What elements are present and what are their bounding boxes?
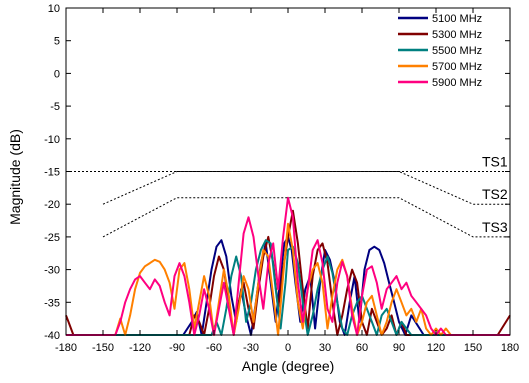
x-tick-label: -120 bbox=[129, 342, 151, 354]
template-line-ts2 bbox=[102, 171, 510, 205]
x-axis-label: Angle (degree) bbox=[242, 358, 335, 374]
y-tick-label: -35 bbox=[44, 297, 60, 309]
y-tick-label: -30 bbox=[44, 265, 60, 277]
series-line-5700-mhz bbox=[66, 222, 510, 336]
x-tick-label: 60 bbox=[356, 342, 368, 354]
y-tick-label: 5 bbox=[54, 36, 60, 48]
y-tick-label: -10 bbox=[44, 134, 60, 146]
x-tick-label: -150 bbox=[92, 342, 114, 354]
x-tick-label: 150 bbox=[464, 342, 482, 354]
legend-entry: 5700 MHz bbox=[432, 61, 482, 73]
x-tick-label: -90 bbox=[169, 342, 185, 354]
y-tick-label: -25 bbox=[44, 232, 60, 244]
x-tick-label: 180 bbox=[501, 342, 519, 354]
y-tick-label: -15 bbox=[44, 167, 60, 179]
x-tick-label: -180 bbox=[55, 342, 77, 354]
template-line-ts3 bbox=[102, 197, 510, 238]
y-tick-label: -40 bbox=[44, 330, 60, 342]
x-tick-label: -60 bbox=[206, 342, 222, 354]
series-line-5900-mhz bbox=[66, 196, 510, 336]
x-tick-label: 90 bbox=[393, 342, 405, 354]
legend-entry: 5900 MHz bbox=[432, 77, 482, 89]
y-tick-label: -5 bbox=[50, 101, 60, 113]
template-label-ts2: TS2 bbox=[482, 186, 508, 202]
legend-entry: 5100 MHz bbox=[432, 13, 482, 25]
legend-entry: 5300 MHz bbox=[432, 29, 482, 41]
series-line-5500-mhz bbox=[66, 239, 510, 336]
x-tick-label: 0 bbox=[285, 342, 291, 354]
y-tick-label: -20 bbox=[44, 199, 60, 211]
y-axis-label: Magnitude (dB) bbox=[7, 129, 23, 225]
template-label-ts1: TS1 bbox=[482, 154, 508, 170]
x-tick-label: 30 bbox=[319, 342, 331, 354]
y-tick-label: 0 bbox=[54, 68, 60, 80]
legend-entry: 5500 MHz bbox=[432, 45, 482, 57]
series-line-5300-mhz bbox=[65, 209, 511, 336]
y-tick-label: 10 bbox=[48, 3, 60, 15]
template-label-ts3: TS3 bbox=[482, 219, 508, 235]
x-tick-label: -30 bbox=[243, 342, 259, 354]
x-tick-label: 120 bbox=[427, 342, 445, 354]
